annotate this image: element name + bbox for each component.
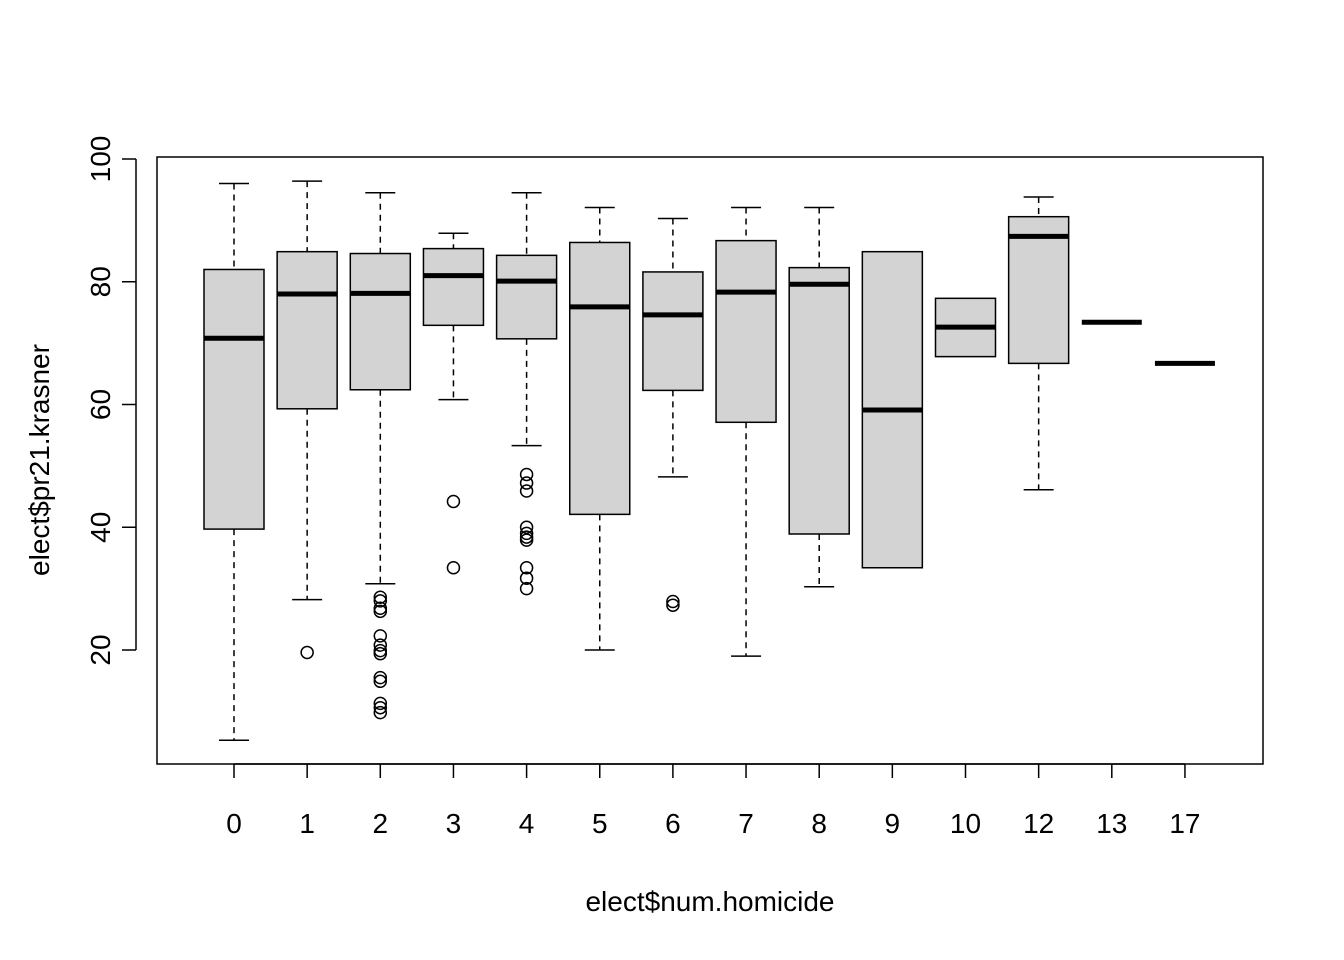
- outlier-point: [519, 520, 534, 534]
- iqr-box: [715, 239, 777, 424]
- box-group: [276, 180, 338, 660]
- x-tick-label: 9: [885, 808, 901, 839]
- iqr-box: [349, 252, 412, 391]
- iqr-box: [569, 241, 631, 516]
- outlier-point: [373, 700, 388, 715]
- box-group: [569, 206, 631, 651]
- x-tick-label: 10: [950, 808, 981, 839]
- x-tick-label: 3: [446, 808, 462, 839]
- outlier-point: [373, 590, 388, 604]
- y-tick-label: 80: [85, 266, 116, 297]
- iqr-box: [422, 247, 485, 327]
- iqr-box: [1007, 215, 1070, 365]
- outlier-point: [446, 561, 461, 575]
- box-group: [642, 217, 704, 612]
- iqr-box: [495, 254, 558, 340]
- iqr-box: [203, 268, 265, 530]
- box-group: [861, 250, 924, 569]
- x-tick-label: 5: [592, 808, 608, 839]
- x-tick-label: 6: [665, 808, 681, 839]
- outlier-point: [519, 561, 534, 575]
- y-axis: 20 40 60 80 100: [85, 136, 137, 666]
- outlier-point: [373, 674, 388, 689]
- y-tick-label: 60: [85, 389, 116, 420]
- x-tick-label: 0: [226, 808, 242, 839]
- box-group: [422, 232, 485, 575]
- outlier-point: [373, 601, 388, 616]
- outlier-point: [519, 581, 534, 596]
- outlier-point: [373, 629, 388, 643]
- y-tick-label: 100: [85, 136, 116, 183]
- x-tick-label: 1: [299, 808, 315, 839]
- outlier-point: [666, 598, 680, 612]
- box-series: [203, 180, 1215, 741]
- iqr-box: [642, 271, 704, 392]
- iqr-box: [276, 250, 338, 410]
- outlier-point: [373, 604, 388, 619]
- outlier-point: [519, 571, 534, 585]
- x-tick-label: 13: [1096, 808, 1127, 839]
- outlier-point: [373, 646, 388, 661]
- x-tick-label: 8: [811, 808, 827, 839]
- x-tick-label: 7: [738, 808, 754, 839]
- x-axis: 0 1 2 3 4 5 6 7 8 9 10 12 13 17: [226, 763, 1201, 839]
- x-axis-label: elect$num.homicide: [585, 886, 834, 917]
- outlier-point: [519, 476, 534, 490]
- x-tick-label: 2: [373, 808, 389, 839]
- outlier-point: [373, 670, 388, 685]
- x-tick-label: 12: [1023, 808, 1054, 839]
- outlier-point: [519, 533, 534, 547]
- outlier-point: [519, 526, 534, 541]
- box-group: [788, 206, 850, 588]
- y-axis-label: elect$pr21.krasner: [24, 344, 55, 576]
- box-group: [715, 206, 777, 657]
- box-group: [349, 192, 412, 720]
- outlier-point: [300, 645, 314, 660]
- box-group: [203, 182, 265, 741]
- box-group: [934, 297, 997, 358]
- outlier-point: [373, 696, 388, 711]
- y-tick-label: 40: [85, 512, 116, 543]
- iqr-box: [788, 266, 850, 535]
- outlier-point: [519, 467, 534, 482]
- outlier-point: [373, 638, 388, 652]
- x-tick-label: 17: [1169, 808, 1200, 839]
- outlier-point: [446, 494, 461, 509]
- x-tick-label: 4: [519, 808, 535, 839]
- outlier-point: [373, 705, 388, 720]
- plot-frame: [156, 156, 1264, 765]
- box-group: [1007, 196, 1070, 491]
- outlier-point: [666, 594, 680, 609]
- box-group: [495, 192, 558, 596]
- outlier-point: [373, 594, 388, 608]
- y-tick-label: 20: [85, 634, 116, 665]
- outlier-point: [519, 484, 534, 498]
